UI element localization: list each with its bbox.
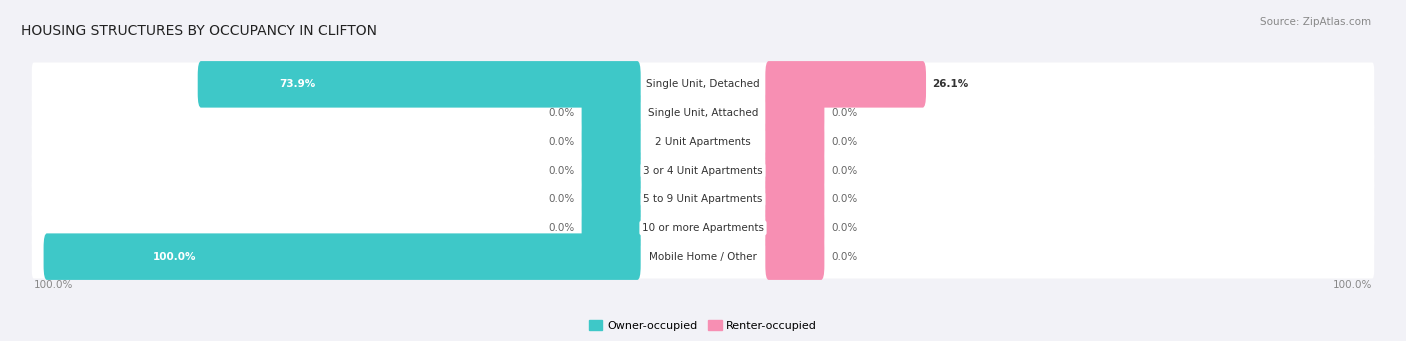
- Text: 0.0%: 0.0%: [548, 108, 575, 118]
- FancyBboxPatch shape: [582, 205, 641, 251]
- FancyBboxPatch shape: [32, 62, 1374, 106]
- Text: 100.0%: 100.0%: [1333, 280, 1372, 290]
- FancyBboxPatch shape: [765, 90, 824, 136]
- FancyBboxPatch shape: [765, 176, 824, 222]
- Text: 0.0%: 0.0%: [831, 137, 858, 147]
- Text: 3 or 4 Unit Apartments: 3 or 4 Unit Apartments: [643, 165, 763, 176]
- FancyBboxPatch shape: [582, 119, 641, 165]
- Text: 0.0%: 0.0%: [831, 108, 858, 118]
- Legend: Owner-occupied, Renter-occupied: Owner-occupied, Renter-occupied: [585, 316, 821, 335]
- FancyBboxPatch shape: [32, 91, 1374, 135]
- Text: 10 or more Apartments: 10 or more Apartments: [643, 223, 763, 233]
- Text: Single Unit, Attached: Single Unit, Attached: [648, 108, 758, 118]
- FancyBboxPatch shape: [765, 61, 927, 108]
- Text: 0.0%: 0.0%: [831, 223, 858, 233]
- Text: 5 to 9 Unit Apartments: 5 to 9 Unit Apartments: [644, 194, 762, 204]
- Text: 100.0%: 100.0%: [153, 252, 197, 262]
- Text: 0.0%: 0.0%: [548, 137, 575, 147]
- FancyBboxPatch shape: [765, 233, 824, 280]
- Text: 0.0%: 0.0%: [831, 194, 858, 204]
- FancyBboxPatch shape: [32, 235, 1374, 279]
- Text: Source: ZipAtlas.com: Source: ZipAtlas.com: [1260, 17, 1371, 27]
- FancyBboxPatch shape: [582, 176, 641, 222]
- FancyBboxPatch shape: [32, 206, 1374, 250]
- Text: HOUSING STRUCTURES BY OCCUPANCY IN CLIFTON: HOUSING STRUCTURES BY OCCUPANCY IN CLIFT…: [21, 24, 377, 38]
- FancyBboxPatch shape: [32, 177, 1374, 221]
- Text: 0.0%: 0.0%: [548, 194, 575, 204]
- FancyBboxPatch shape: [582, 90, 641, 136]
- Text: 2 Unit Apartments: 2 Unit Apartments: [655, 137, 751, 147]
- FancyBboxPatch shape: [765, 119, 824, 165]
- FancyBboxPatch shape: [198, 61, 641, 108]
- FancyBboxPatch shape: [44, 233, 641, 280]
- Text: 73.9%: 73.9%: [280, 79, 316, 89]
- Text: 26.1%: 26.1%: [932, 79, 969, 89]
- Text: 0.0%: 0.0%: [831, 165, 858, 176]
- FancyBboxPatch shape: [32, 149, 1374, 192]
- FancyBboxPatch shape: [32, 120, 1374, 164]
- FancyBboxPatch shape: [765, 205, 824, 251]
- Text: Mobile Home / Other: Mobile Home / Other: [650, 252, 756, 262]
- Text: 100.0%: 100.0%: [34, 280, 73, 290]
- FancyBboxPatch shape: [582, 147, 641, 194]
- Text: 0.0%: 0.0%: [831, 252, 858, 262]
- Text: 0.0%: 0.0%: [548, 223, 575, 233]
- FancyBboxPatch shape: [765, 147, 824, 194]
- Text: Single Unit, Detached: Single Unit, Detached: [647, 79, 759, 89]
- Text: 0.0%: 0.0%: [548, 165, 575, 176]
